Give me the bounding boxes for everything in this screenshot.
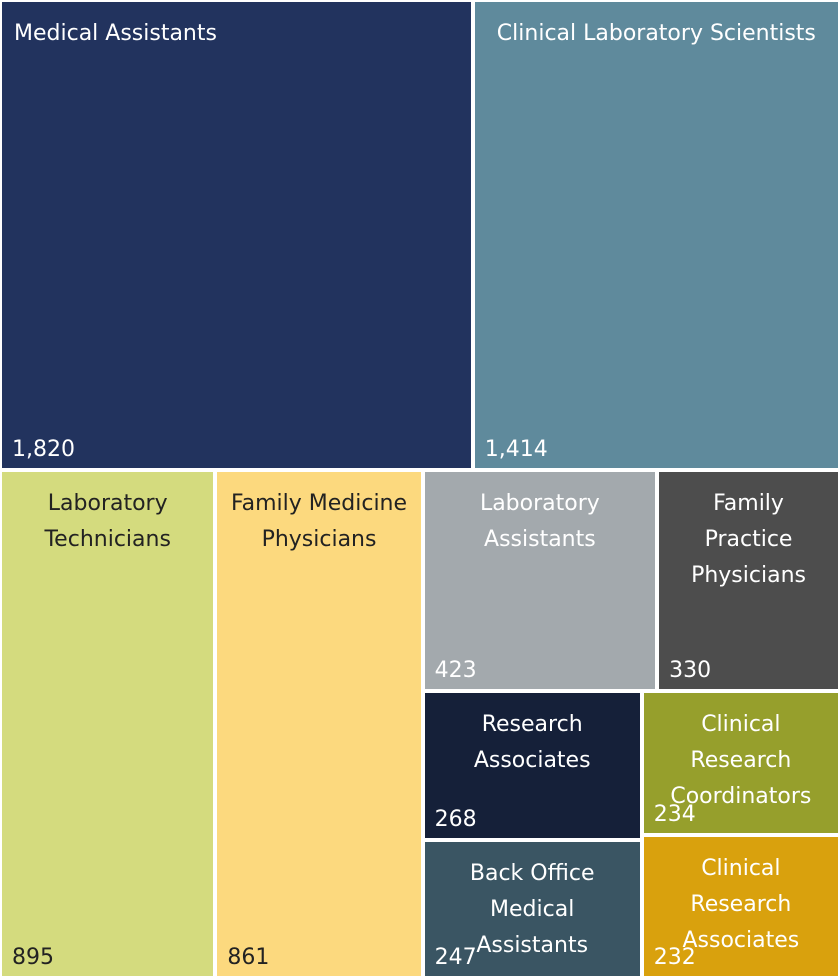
tile-value: 895 (12, 944, 54, 970)
tile-value: 247 (434, 944, 477, 970)
tile-label: Family Medicine Physicians (230, 491, 408, 553)
tile-label: Clinical Laboratory Scientists (496, 21, 816, 46)
treemap-tile: Family Practice Physicians 330 (657, 470, 840, 691)
treemap-tile: Medical Assistants 1,820 (0, 0, 473, 471)
tile-label: Research Associates (473, 711, 591, 773)
tile-label: Laboratory Technicians (44, 491, 171, 553)
tile-value: 234 (653, 802, 696, 828)
tile-value: 861 (227, 944, 270, 970)
tile-value: 423 (434, 657, 477, 683)
treemap-tile: Research Associates 268 (422, 690, 642, 841)
treemap-tile: Back Office Medical Assistants 247 (422, 840, 642, 978)
tile-label: Clinical Research Coordinators (670, 711, 812, 809)
treemap-tile: Laboratory Assistants 423 (422, 470, 658, 691)
tile-value: 1,414 (484, 437, 548, 463)
treemap-tile: Family Medicine Physicians 861 (215, 470, 423, 978)
tile-label: Family Practice Physicians (691, 491, 806, 589)
tile-label: Medical Assistants (14, 21, 217, 46)
tile-value: 330 (669, 657, 712, 683)
treemap-tile: Clinical Laboratory Scientists 1,414 (472, 0, 840, 471)
tile-label: Clinical Research Associates (682, 856, 800, 954)
tile-label: Back Office Medical Assistants (469, 861, 595, 959)
tile-label: Laboratory Assistants (479, 491, 600, 553)
tile-value: 1,820 (12, 437, 75, 463)
treemap-tile: Laboratory Technicians 895 (0, 470, 216, 978)
tile-value: 268 (434, 807, 477, 833)
treemap-tile: Clinical Research Coordinators 234 (641, 690, 840, 836)
tile-value: 232 (653, 944, 696, 970)
treemap-tile: Clinical Research Associates 232 (641, 835, 840, 978)
